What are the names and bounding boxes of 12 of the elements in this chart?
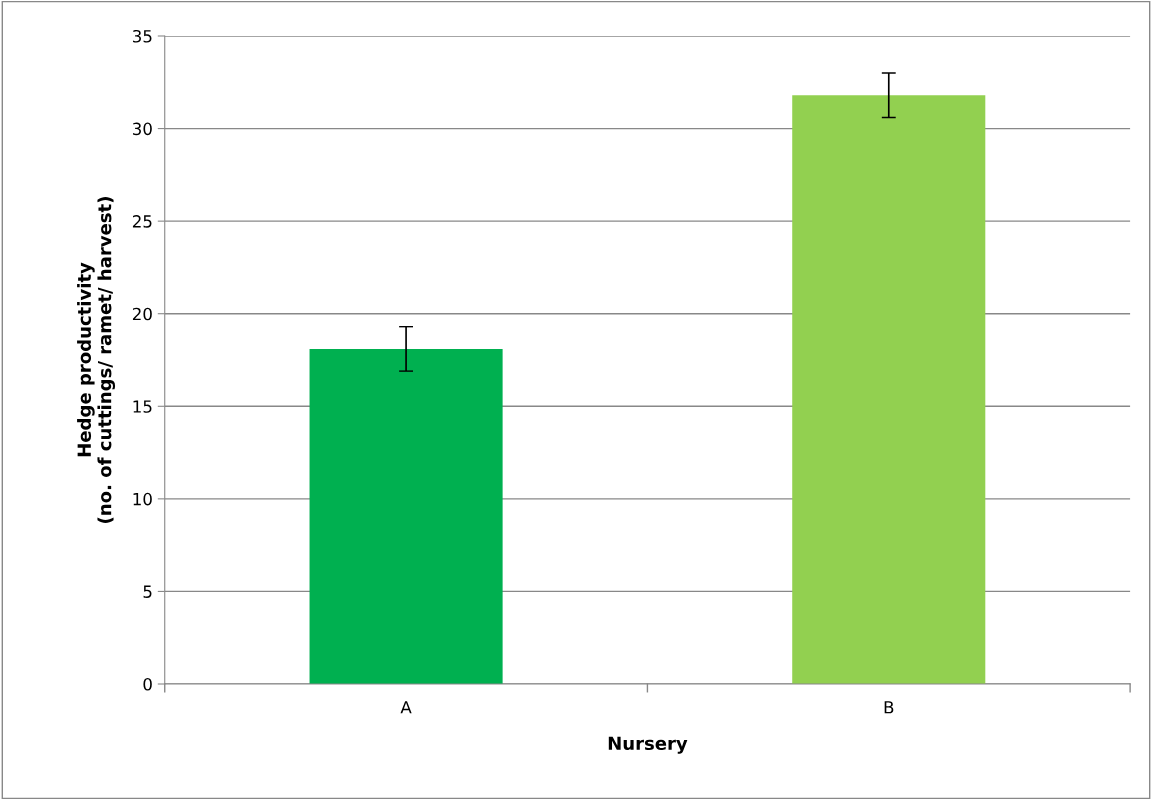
y-tick-label: 5	[143, 585, 152, 598]
y-tick-label: 35	[132, 29, 152, 43]
x-tick-label: B	[884, 701, 894, 714]
y-tick-label: 30	[132, 122, 152, 136]
x-axis-title: Nursery	[608, 736, 688, 754]
y-tick-label: 0	[143, 677, 152, 691]
y-tick-label: 10	[133, 492, 152, 506]
x-tick-label: A	[400, 701, 412, 714]
y-tick-label: 15	[133, 400, 152, 413]
y-axis-title: Hedge productivity (no. of cuttings/ ramet/ harvest)	[77, 197, 116, 523]
y-tick-label: 20	[132, 307, 152, 321]
y-tick-label: 25	[132, 215, 152, 228]
